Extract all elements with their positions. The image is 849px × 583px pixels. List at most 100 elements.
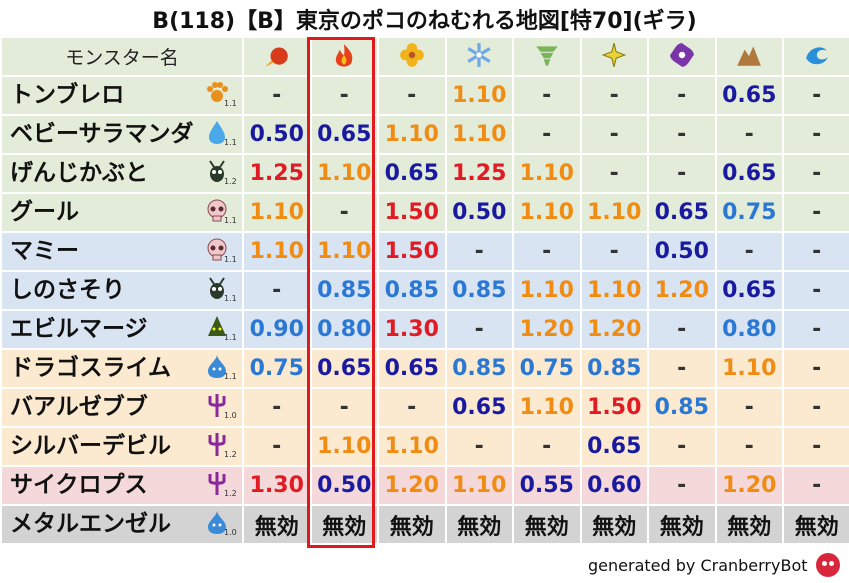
resistance-cell: 1.10: [379, 116, 445, 153]
monster-name: ベビーサラマンダ: [10, 121, 194, 147]
resistance-cell: 0.50: [311, 467, 377, 504]
resistance-cell: 0.65: [379, 350, 445, 387]
resistance-cell: 無効: [379, 506, 445, 543]
resistance-cell: -: [581, 77, 647, 114]
resistance-cell: 1.10: [446, 467, 512, 504]
resistance-cell: -: [581, 155, 647, 192]
monster-name: グール: [10, 199, 79, 225]
resistance-cell: 無効: [649, 506, 715, 543]
monster-name-cell: トンブレロ 1.1: [2, 77, 242, 114]
resistance-cell: -: [581, 116, 647, 153]
resistance-cell: 0.75: [244, 350, 310, 387]
header-element-6: [649, 38, 715, 75]
size-scale: 1.1: [224, 294, 237, 303]
size-scale: 1.2: [224, 177, 237, 186]
header-name-label: モンスター名: [2, 38, 242, 75]
size-scale: 1.1: [224, 138, 237, 147]
header-element-8: [784, 38, 849, 75]
table-row: しのさそり 1.1-0.85 0.85 0.85 1.10 1.10 1.20 0.65-: [2, 272, 849, 309]
resistance-cell: 無効: [514, 506, 580, 543]
resistance-cell: 1.50: [379, 233, 445, 270]
resistance-cell: 1.30: [379, 311, 445, 348]
resistance-cell: -: [784, 155, 849, 192]
resistance-cell: -: [716, 428, 782, 465]
monster-name-cell: ドラゴスライム 1.1: [2, 350, 242, 387]
resistance-cell: -: [649, 467, 715, 504]
resistance-cell: -: [649, 155, 715, 192]
resistance-cell: -: [311, 77, 377, 114]
resistance-cell: -: [244, 272, 310, 309]
resistance-cell: 0.75: [716, 194, 782, 231]
trident-icon: [204, 431, 230, 457]
monster-name: シルバーデビル: [10, 433, 171, 459]
resistance-cell: -: [514, 116, 580, 153]
resistance-cell: 1.10: [446, 77, 512, 114]
table-row: マミー 1.1 1.10 1.10 1.50- - -0.50- -: [2, 233, 849, 270]
resistance-cell: -: [784, 467, 849, 504]
monster-name-cell: グール 1.1: [2, 194, 242, 231]
resistance-cell: 1.20: [581, 311, 647, 348]
size-scale: 1.2: [224, 450, 237, 459]
resistance-cell: 0.75: [514, 350, 580, 387]
table-row: シルバーデビル 1.2-1.10 1.10- -0.65- - -: [2, 428, 849, 465]
table-row: グール 1.1 1.10-1.50 0.50 1.10 1.10 0.65 0.75-: [2, 194, 849, 231]
ice-icon: [465, 41, 493, 73]
size-scale: 1.1: [224, 216, 237, 225]
resistance-cell: -: [649, 428, 715, 465]
resistance-cell: -: [784, 272, 849, 309]
resistance-cell: -: [446, 233, 512, 270]
resistance-cell: 1.25: [446, 155, 512, 192]
resistance-cell: 0.50: [446, 194, 512, 231]
monster-name-cell: げんじかぶと 1.2: [2, 155, 242, 192]
resistance-cell: -: [784, 116, 849, 153]
resistance-cell: -: [649, 311, 715, 348]
lightning-icon: [600, 41, 628, 73]
resistance-cell: -: [784, 194, 849, 231]
skull-icon: [204, 197, 230, 223]
resistance-cell: -: [649, 116, 715, 153]
monster-name-cell: メタルエンゼル 1.0: [2, 506, 242, 543]
resistance-cell: 0.90: [244, 311, 310, 348]
resistance-cell: 0.55: [514, 467, 580, 504]
size-scale: 1.1: [224, 255, 237, 264]
resistance-cell: 無効: [581, 506, 647, 543]
resistance-cell: 0.65: [716, 77, 782, 114]
resistance-cell: 0.65: [716, 272, 782, 309]
resistance-cell: 0.85: [311, 272, 377, 309]
size-scale: 1.1: [224, 333, 237, 342]
table-row: ベビーサラマンダ 1.1 0.50 0.65 1.10 1.10- - - - -: [2, 116, 849, 153]
bug-icon: [204, 275, 230, 301]
resistance-cell: -: [716, 389, 782, 426]
resistance-cell: 1.10: [311, 233, 377, 270]
resistance-cell: -: [311, 389, 377, 426]
resistance-cell: 1.10: [311, 155, 377, 192]
resistance-cell: 0.65: [311, 116, 377, 153]
resistance-cell: -: [244, 77, 310, 114]
skull-icon: [204, 236, 230, 262]
earth-icon: [735, 41, 763, 73]
table-row: メタルエンゼル 1.0 無効 無効 無効 無効 無効 無効 無効 無効 無効: [2, 506, 849, 543]
resistance-cell: 0.85: [379, 272, 445, 309]
resistance-cell: 0.50: [649, 233, 715, 270]
monster-name-cell: サイクロプス 1.2: [2, 467, 242, 504]
header-element-1: [311, 38, 377, 75]
resistance-cell: 1.20: [649, 272, 715, 309]
water-icon: [803, 41, 831, 73]
resistance-table: モンスター名 トンブレロ 1.1- - -1.10- - -0.65- ベビーサラマンダ 1.1…: [2, 38, 849, 545]
header-element-7: [716, 38, 782, 75]
tornado-icon: [533, 41, 561, 73]
monster-name: サイクロプス: [10, 472, 148, 498]
header-element-0: [244, 38, 310, 75]
monster-name: げんじかぶと: [10, 160, 148, 186]
paw-icon: [204, 80, 230, 106]
resistance-cell: 0.65: [311, 350, 377, 387]
header-row: モンスター名: [2, 38, 849, 75]
resistance-cell: 1.50: [581, 389, 647, 426]
monster-name: ドラゴスライム: [10, 355, 171, 381]
cranberry-bot-icon: [815, 553, 840, 577]
resistance-cell: 0.60: [581, 467, 647, 504]
table-row: ドラゴスライム 1.1 0.75 0.65 0.65 0.85 0.75 0.85-1.10-: [2, 350, 849, 387]
resistance-cell: 1.20: [379, 467, 445, 504]
resistance-cell: -: [311, 194, 377, 231]
monster-name: エビルマージ: [10, 316, 148, 342]
